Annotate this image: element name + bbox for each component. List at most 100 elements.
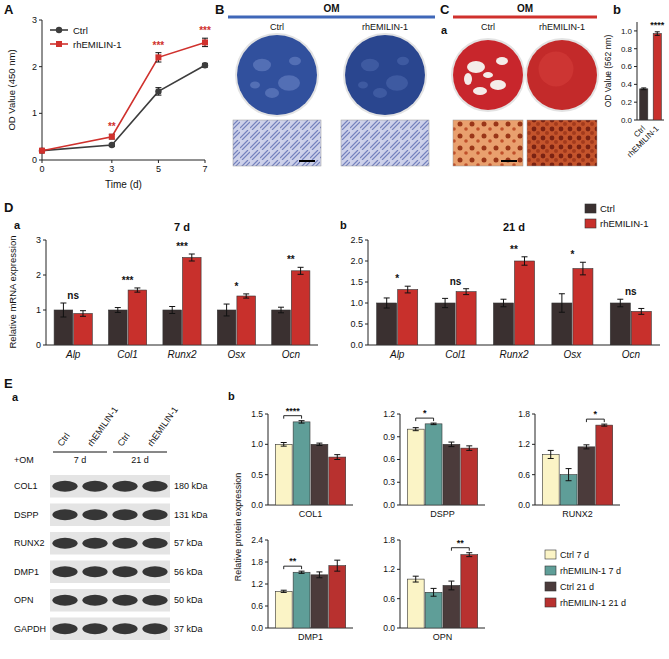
bar-panel: 0.00.20.40.60.81.0CtrlrhEMILIN-1****bOD … bbox=[603, 2, 665, 159]
y-axis bbox=[46, 240, 47, 345]
y-tick-label: 3 bbox=[36, 235, 41, 245]
legend-swatch bbox=[545, 598, 556, 607]
legend-label: Ctrl 7 d bbox=[560, 550, 589, 560]
annotation: *** bbox=[122, 275, 134, 286]
y-tick-label: 0.0 bbox=[383, 623, 395, 633]
blot-band bbox=[112, 538, 137, 549]
plate bbox=[453, 40, 523, 110]
protein-label: DSPP bbox=[14, 510, 39, 520]
scale-bar bbox=[501, 160, 517, 162]
figure: BOMCtrlrhEMILIN-1CaOMCtrlrhEMILIN-1EaCtr… bbox=[0, 0, 669, 659]
bar bbox=[493, 303, 513, 345]
bar-panel: 0123AlpCol1Runx2OsxOcnns*********DaRelat… bbox=[4, 200, 318, 360]
column-label: Ctrl bbox=[481, 22, 495, 32]
y-tick-label: 0.0 bbox=[251, 623, 263, 633]
y-tick bbox=[397, 436, 400, 437]
bar bbox=[293, 422, 310, 505]
bar bbox=[443, 585, 460, 628]
blot-strip bbox=[50, 504, 170, 527]
x-tick-label: Col1 bbox=[445, 349, 466, 360]
y-tick bbox=[532, 505, 535, 506]
y-tick-label: 2.4 bbox=[251, 535, 263, 545]
y-tick-label: 0.6 bbox=[518, 470, 530, 480]
bar bbox=[311, 444, 328, 505]
blot-band bbox=[52, 509, 77, 520]
blot-band bbox=[52, 566, 77, 577]
panel-label: C bbox=[440, 2, 450, 17]
panel-label: E bbox=[4, 376, 13, 391]
legend-label: rhEMILIN-1 21 d bbox=[560, 598, 626, 608]
x-tick bbox=[158, 160, 159, 163]
plate bbox=[237, 35, 317, 115]
y-tick bbox=[365, 240, 368, 241]
error-bar bbox=[413, 576, 419, 582]
annotation: ** bbox=[287, 254, 295, 265]
bar bbox=[610, 303, 630, 345]
error-bar bbox=[134, 288, 140, 292]
x-axis-title: COL1 bbox=[299, 509, 323, 519]
y-tick bbox=[397, 414, 400, 415]
y-tick bbox=[397, 598, 400, 599]
bar bbox=[311, 575, 328, 628]
y-tick-label: 0.5 bbox=[251, 470, 263, 480]
y-tick-label: 1.8 bbox=[518, 409, 530, 419]
blot-band bbox=[112, 623, 137, 634]
legend-swatch bbox=[585, 219, 596, 228]
bar bbox=[329, 566, 346, 628]
marker bbox=[202, 39, 208, 45]
marker bbox=[155, 54, 161, 60]
y-tick bbox=[265, 606, 268, 607]
y-tick bbox=[634, 102, 637, 103]
treatment-label: +OM bbox=[14, 455, 34, 465]
y-axis-title: Relative protein expression bbox=[233, 473, 243, 582]
image-panel: CaOMCtrlrhEMILIN-1 bbox=[440, 2, 599, 166]
y-tick bbox=[397, 505, 400, 506]
y-tick-label: 0.9 bbox=[383, 432, 395, 442]
annotation: *** bbox=[199, 25, 211, 36]
error-bar bbox=[548, 450, 554, 458]
plate-texture bbox=[464, 73, 472, 85]
legend-label: rhEMILIN-1 bbox=[73, 39, 122, 50]
y-axis-title: OD Value (562 nm) bbox=[603, 35, 613, 108]
y-tick-label: 1.5 bbox=[350, 277, 363, 287]
error-bar bbox=[448, 581, 454, 590]
legend-label: rhEMILIN-1 7 d bbox=[560, 566, 621, 576]
size-label: 50 kDa bbox=[174, 595, 203, 605]
header: OM bbox=[517, 3, 533, 14]
y-tick bbox=[39, 20, 42, 21]
error-bar bbox=[243, 294, 249, 298]
y-tick-label: 1 bbox=[32, 108, 37, 118]
bar bbox=[407, 579, 424, 628]
panel-label: b bbox=[340, 219, 347, 231]
y-tick bbox=[43, 240, 46, 241]
column-label: Ctrl bbox=[115, 431, 131, 448]
panel-label: b bbox=[613, 2, 621, 17]
error-bar bbox=[299, 571, 305, 573]
y-tick-label: 1 bbox=[36, 305, 41, 315]
annotation: * bbox=[423, 408, 427, 418]
blot-band bbox=[82, 481, 107, 492]
blot-strip bbox=[50, 561, 170, 584]
marks bbox=[542, 424, 612, 505]
error-bar bbox=[316, 572, 322, 578]
y-tick bbox=[634, 84, 637, 85]
panel-label: A bbox=[4, 2, 14, 17]
y-axis bbox=[400, 540, 401, 628]
legend-swatch bbox=[545, 550, 556, 559]
plate-texture bbox=[386, 75, 408, 90]
error-bar bbox=[155, 53, 161, 62]
y-tick bbox=[39, 66, 42, 67]
x-tick-label: Runx2 bbox=[500, 349, 529, 360]
y-tick-label: 0.0 bbox=[251, 500, 263, 510]
micrograph bbox=[233, 120, 321, 166]
plate-texture bbox=[278, 75, 300, 90]
micrograph bbox=[527, 120, 597, 166]
bar bbox=[275, 591, 292, 628]
y-tick bbox=[39, 160, 42, 161]
group-line bbox=[53, 452, 107, 453]
comparison-bracket bbox=[451, 548, 469, 551]
y-tick-label: 2 bbox=[32, 62, 37, 72]
annotation: ** bbox=[108, 121, 116, 132]
bar bbox=[293, 572, 310, 628]
size-label: 57 kDa bbox=[174, 538, 203, 548]
